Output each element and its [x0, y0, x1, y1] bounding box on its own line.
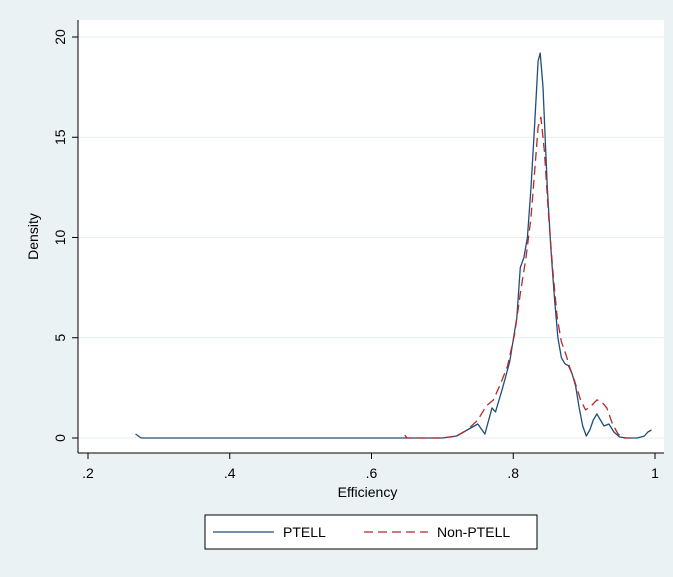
axes: 0 5 10 15 20 .2 .4 .6 .8 1 [52, 20, 664, 481]
x-tick-label: 1 [651, 465, 659, 481]
y-tick-label: 20 [52, 29, 68, 45]
y-tick-label: 10 [52, 230, 68, 246]
y-tick-label: 0 [52, 434, 68, 442]
x-tick-label: .2 [82, 465, 94, 481]
legend: PTELL Non-PTELL [204, 514, 538, 550]
plot-area [78, 20, 664, 453]
x-tick-label: .4 [224, 465, 236, 481]
y-axis-label: Density [25, 213, 41, 260]
x-axis-label: Efficiency [338, 484, 398, 500]
x-tick-label: .6 [366, 465, 378, 481]
y-tick-label: 15 [52, 129, 68, 145]
legend-label-ptell: PTELL [283, 524, 326, 540]
legend-label-non-ptell: Non-PTELL [437, 524, 510, 540]
series-lines [135, 52, 652, 439]
x-tick-label: .8 [507, 465, 519, 481]
y-tick-label: 5 [52, 334, 68, 342]
series-line-non-ptell [404, 116, 631, 439]
